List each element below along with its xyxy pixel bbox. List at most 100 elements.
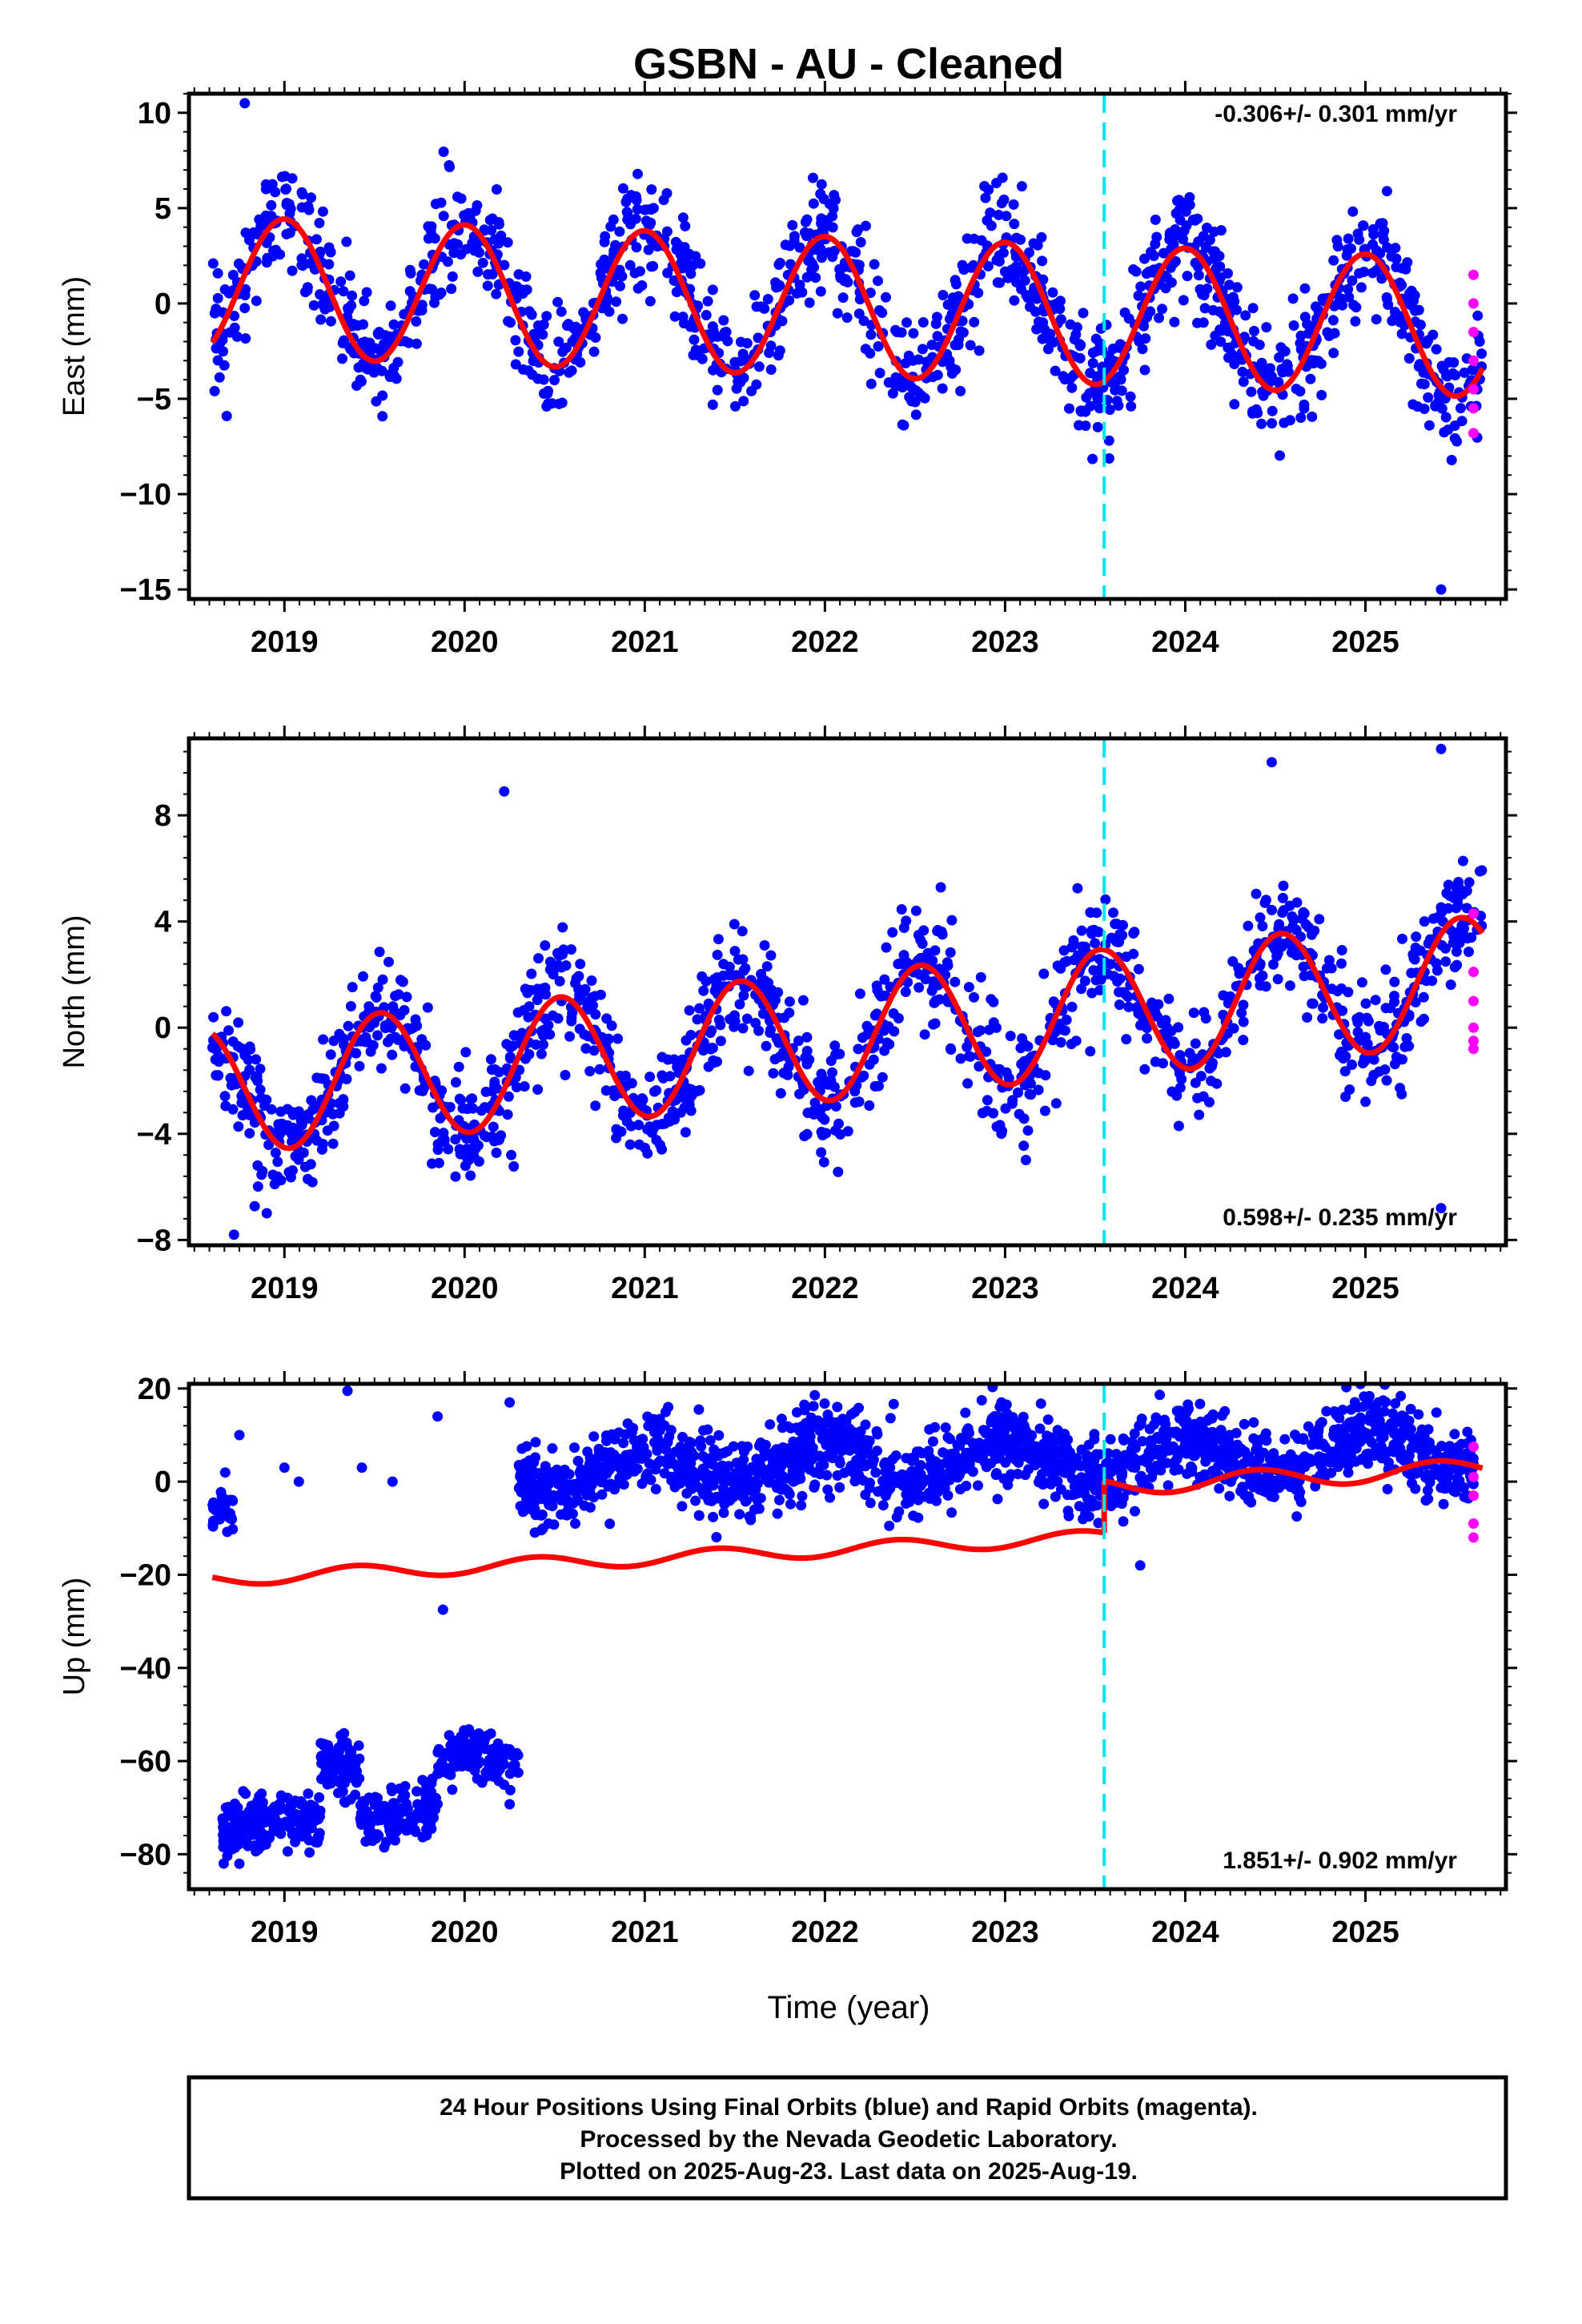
data-point: [765, 950, 777, 961]
data-point: [552, 1013, 564, 1024]
x-tick-label: 2025: [1331, 1272, 1399, 1305]
data-point: [1087, 453, 1098, 464]
data-point: [731, 1458, 742, 1469]
data-point: [1088, 965, 1099, 976]
data-point: [695, 258, 706, 269]
data-point: [797, 995, 809, 1006]
data-point: [1288, 915, 1299, 926]
data-point: [325, 247, 336, 258]
data-point: [800, 1053, 811, 1064]
data-point: [1457, 855, 1468, 866]
data-point: [306, 192, 316, 203]
data-point: [1047, 287, 1058, 298]
data-point: [774, 345, 785, 356]
data-point: [697, 1450, 709, 1462]
data-point: [319, 1751, 330, 1762]
data-point: [1255, 912, 1266, 923]
data-point: [575, 959, 586, 970]
data-point: [341, 1074, 352, 1084]
data-point: [559, 343, 570, 354]
data-point: [519, 285, 530, 296]
data-point: [307, 1176, 318, 1188]
data-point: [416, 304, 428, 316]
data-point: [865, 378, 877, 389]
data-point: [1040, 1070, 1051, 1081]
data-point: [611, 296, 622, 308]
x-tick-label: 2020: [431, 1272, 499, 1305]
data-point: [1268, 941, 1279, 952]
data-point: [1352, 228, 1363, 239]
x-tick-label: 2022: [791, 625, 859, 659]
data-point: [1089, 924, 1099, 935]
data-point: [718, 315, 729, 326]
data-point: [715, 1019, 726, 1031]
data-point: [600, 298, 612, 309]
y-axis-label: North (mm): [58, 915, 91, 1068]
data-point: [318, 1034, 329, 1045]
data-point: [837, 1445, 848, 1456]
data-point: [351, 1777, 362, 1788]
data-point: [511, 1082, 522, 1092]
data-point: [291, 1809, 302, 1820]
data-point: [556, 306, 567, 317]
data-point: [974, 345, 985, 356]
data-point: [648, 1086, 660, 1097]
data-point: [491, 1148, 502, 1158]
data-point: [721, 327, 732, 337]
data-point: [854, 988, 865, 999]
data-point: [1036, 231, 1047, 243]
data-point: [860, 344, 871, 355]
data-point: [424, 283, 436, 295]
data-point: [938, 290, 949, 300]
data-point: [588, 346, 600, 357]
data-point: [1476, 865, 1488, 876]
data-point: [222, 1851, 233, 1861]
data-point: [1123, 313, 1134, 324]
data-point: [799, 1131, 810, 1142]
data-point: [1028, 238, 1039, 249]
data-point: [533, 953, 544, 964]
data-point: [762, 294, 773, 304]
data-point: [725, 1014, 736, 1025]
data-point: [299, 1161, 311, 1172]
data-point: [1367, 239, 1379, 250]
data-point: [1472, 310, 1484, 321]
data-point: [1418, 991, 1429, 1003]
data-point: [717, 970, 729, 981]
data-point: [454, 1093, 465, 1104]
data-point: [1172, 195, 1182, 207]
data-point: [857, 1032, 868, 1043]
data-point: [368, 367, 379, 378]
data-point: [547, 1443, 558, 1454]
data-point: [936, 927, 947, 937]
data-point: [1252, 408, 1263, 419]
data-point: [1383, 300, 1394, 310]
data-point: [888, 1398, 899, 1409]
data-point: [1336, 958, 1347, 969]
data-point: [212, 292, 223, 304]
data-point: [477, 257, 488, 268]
data-point: [1274, 919, 1285, 930]
data-point: [804, 297, 815, 308]
data-point: [1370, 995, 1381, 1006]
data-point: [1254, 973, 1265, 984]
data-point: [896, 904, 907, 915]
outlier-point: [499, 786, 510, 797]
data-point: [337, 1737, 347, 1748]
data-point: [354, 1753, 365, 1764]
data-point: [566, 1015, 577, 1027]
y-tick-label: 0: [155, 1011, 171, 1045]
data-point: [220, 1507, 231, 1518]
data-point: [709, 974, 720, 985]
data-point: [588, 1045, 600, 1056]
data-point: [790, 1474, 801, 1486]
data-point: [538, 1030, 549, 1041]
data-point: [405, 267, 416, 279]
data-point: [538, 374, 549, 385]
data-point: [822, 1484, 833, 1495]
data-point: [1076, 983, 1087, 995]
data-point: [379, 1842, 390, 1853]
data-point: [217, 335, 228, 345]
data-point: [1295, 344, 1307, 355]
data-point: [797, 1435, 809, 1446]
